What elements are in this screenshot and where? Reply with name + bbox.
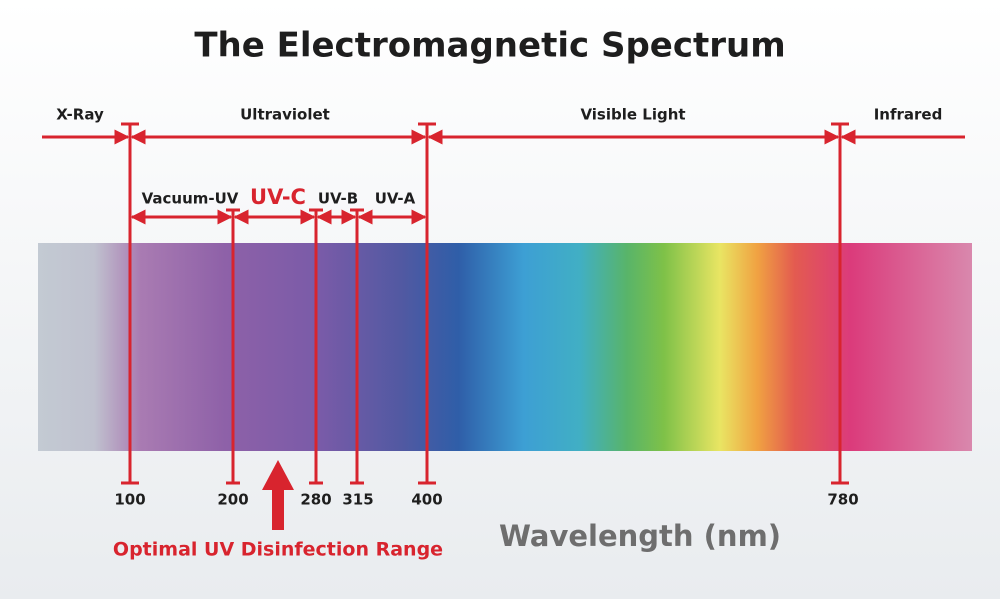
region-label: Ultraviolet: [240, 106, 330, 124]
axis-label: Wavelength (nm): [499, 519, 781, 553]
spectrum-band: [38, 243, 972, 451]
wavelength-label: 200: [217, 491, 248, 509]
annotation: Optimal UV Disinfection Range: [113, 539, 443, 561]
title: The Electromagnetic Spectrum: [194, 26, 785, 66]
wavelength-label: 400: [411, 491, 442, 509]
region-label: Visible Light: [580, 106, 685, 124]
region-arrows: [42, 129, 965, 225]
band-label: UV-C: [250, 185, 306, 209]
pointer-arrow: [262, 460, 294, 530]
band-label: UV-B: [318, 190, 358, 208]
wavelength-label: 100: [114, 491, 145, 509]
region-label: Infrared: [874, 106, 943, 124]
wavelength-label: 315: [342, 491, 373, 509]
boundary-markers: [121, 122, 849, 485]
band-label: UV-A: [375, 190, 416, 208]
wavelength-label: 780: [827, 491, 858, 509]
wavelength-label: 280: [300, 491, 331, 509]
band-label: Vacuum-UV: [142, 190, 239, 208]
region-label: X-Ray: [56, 106, 104, 124]
